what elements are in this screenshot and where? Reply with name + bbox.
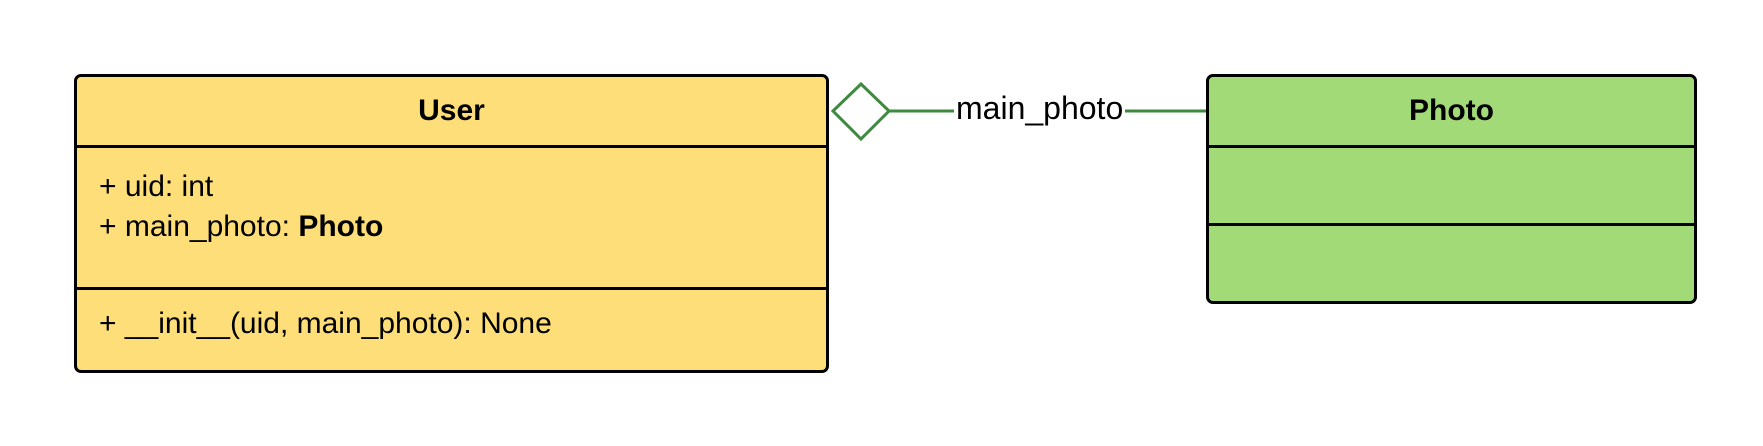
- user-class-box[interactable]: User + uid: int + main_photo: Photo + __…: [74, 74, 829, 373]
- user-attributes-section: + uid: int + main_photo: Photo: [77, 145, 826, 287]
- user-attribute-uid: + uid: int: [99, 167, 826, 207]
- user-class-name: User: [418, 94, 485, 127]
- aggregation-diamond: [830, 81, 892, 142]
- attribute-type: Photo: [298, 210, 384, 243]
- photo-attributes-section: [1209, 145, 1694, 223]
- user-operations-section: + __init__(uid, main_photo): None: [77, 287, 826, 370]
- photo-class-name: Photo: [1409, 94, 1494, 127]
- photo-class-box[interactable]: Photo: [1206, 74, 1697, 304]
- user-class-header: User: [77, 77, 826, 145]
- photo-operations-section: [1209, 223, 1694, 301]
- photo-class-header: Photo: [1209, 77, 1694, 145]
- association-label: main_photo: [954, 88, 1126, 128]
- attribute-text: + main_photo:: [99, 210, 299, 243]
- user-operation-init: + __init__(uid, main_photo): None: [99, 307, 552, 340]
- user-attribute-main-photo: + main_photo: Photo: [99, 207, 826, 247]
- attribute-text: + uid: int: [99, 170, 214, 203]
